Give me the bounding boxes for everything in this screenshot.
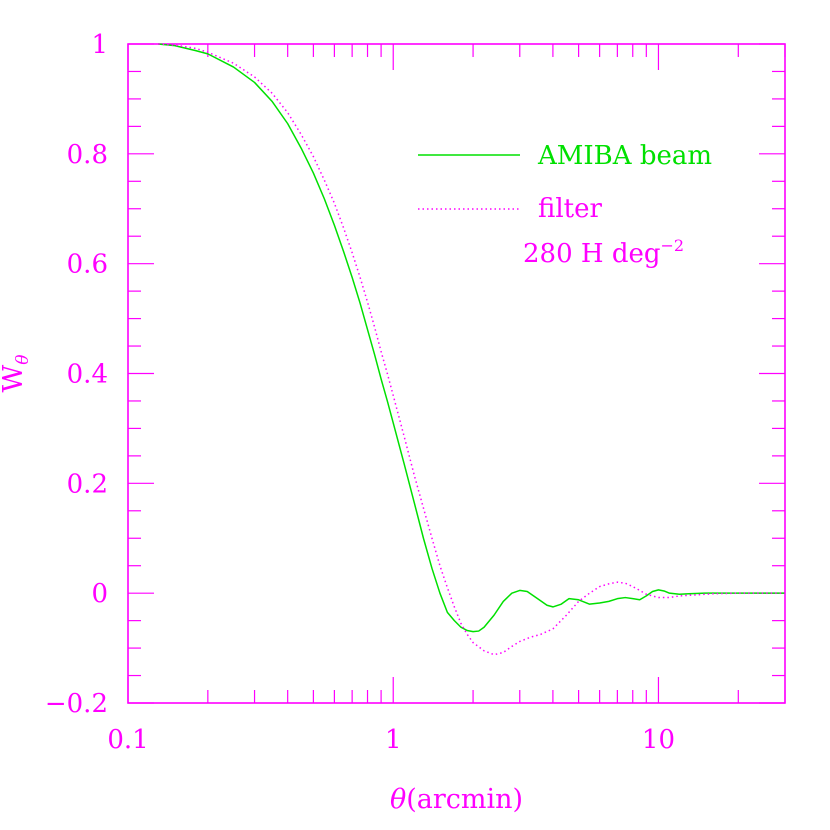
x-tick-label: 1 [385, 725, 402, 755]
annotation-superscript: −2 [661, 236, 685, 255]
legend: AMIBA beam filter 280 H deg−2 [418, 141, 712, 269]
x-tick-label: 0.1 [107, 725, 148, 755]
y-tick-label: 0.8 [67, 140, 108, 170]
y-axis-label-base: W [0, 365, 29, 393]
x-axis-label-symbol: θ [390, 784, 406, 815]
y-axis-label-sub: θ [13, 354, 33, 364]
tick-labels: 0.1 1 10 1 0.8 0.6 0.4 0.2 0 −0.2 [45, 30, 675, 755]
annotation-text: 280 H deg [523, 239, 661, 269]
y-tick-label: 1 [91, 30, 108, 60]
x-axis-label-text: (arcmin) [406, 784, 523, 815]
y-tick-label: 0.4 [67, 360, 108, 390]
y-tick-label: 0.2 [67, 469, 108, 499]
y-tick-label: −0.2 [45, 689, 108, 719]
ticks [127, 43, 786, 704]
legend-label-amiba-beam: AMIBA beam [537, 141, 712, 171]
y-tick-label: 0.6 [67, 250, 108, 280]
series-line-amiba-beam [158, 43, 785, 633]
y-axis-label: Wθ [0, 354, 33, 392]
x-tick-label: 10 [642, 725, 675, 755]
plot-frame [127, 43, 786, 704]
y-tick-label: 0 [91, 579, 108, 609]
x-axis-label: θ(arcmin) [390, 784, 523, 815]
curves [158, 43, 785, 656]
annotation-density: 280 H deg−2 [523, 236, 684, 269]
series-line-filter [158, 43, 785, 656]
legend-label-filter: filter [538, 194, 602, 224]
